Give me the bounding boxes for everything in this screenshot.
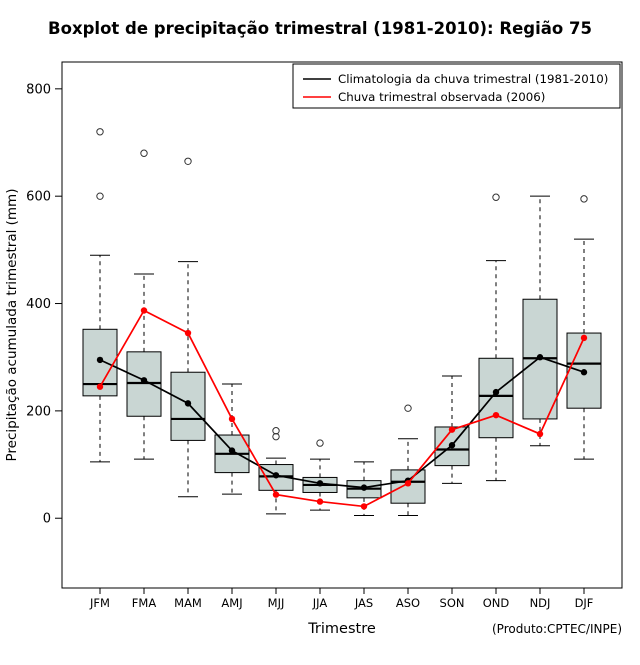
box-SON	[434, 375, 470, 484]
x-tick-label: ASO	[396, 596, 420, 610]
plot-frame	[61, 61, 623, 589]
legend: Climatologia da chuva trimestral (1981-2…	[292, 63, 621, 109]
x-tick-label: JAS	[354, 596, 373, 610]
iqr-box	[478, 357, 514, 439]
iqr-box	[390, 469, 426, 504]
series-point-climatology	[492, 388, 500, 396]
series-point-climatology	[140, 377, 148, 384]
series-point-observed	[404, 480, 412, 487]
series-point-observed	[272, 491, 280, 498]
outlier-point	[580, 195, 588, 203]
box-DJF	[566, 195, 602, 460]
series-point-climatology	[272, 472, 280, 479]
series-point-observed	[316, 498, 324, 505]
x-tick-label: JFM	[89, 596, 110, 610]
series-point-climatology	[448, 442, 456, 449]
y-tick-label: 0	[43, 512, 51, 527]
y-tick-label: 800	[26, 82, 51, 97]
series-point-observed	[580, 334, 588, 342]
x-tick-label: NDJ	[530, 596, 551, 610]
series-point-observed	[184, 329, 192, 337]
outlier-point	[316, 439, 324, 447]
series-point-observed	[536, 430, 544, 438]
x-tick-label: MJJ	[268, 596, 285, 610]
legend-box	[292, 63, 621, 109]
legend-label-observed: Chuva trimestral observada (2006)	[338, 90, 545, 104]
series-point-observed	[448, 426, 456, 433]
y-tick-label: 200	[26, 404, 51, 419]
series-point-observed	[228, 415, 236, 423]
series-point-climatology	[184, 400, 192, 407]
outlier-point	[96, 192, 104, 200]
plot-layer: 0 200 400 600 800 JFM FMA MAM AMJ MJJ JJA JAS ASO SON…	[26, 82, 602, 610]
outlier-point	[96, 128, 104, 136]
box-ASO	[390, 404, 426, 517]
x-tick-label: SON	[440, 596, 465, 610]
y-tick-label: 600	[26, 190, 51, 205]
series-point-climatology	[96, 356, 104, 364]
series-point-observed	[140, 307, 148, 314]
x-tick-label: JJA	[312, 596, 328, 610]
series-line-observed	[99, 309, 585, 508]
box-JFM	[82, 128, 118, 463]
series-point-observed	[360, 503, 368, 510]
x-tick-label: OND	[483, 596, 510, 610]
x-tick-label: DJF	[575, 596, 594, 610]
y-tick-label: 400	[26, 297, 51, 312]
box-FMA	[126, 149, 162, 460]
outlier-point	[404, 404, 412, 412]
series-point-climatology	[228, 447, 236, 454]
series-point-observed	[96, 383, 104, 390]
x-tick-label: AMJ	[221, 596, 242, 610]
series-point-climatology	[536, 354, 544, 361]
outlier-point	[272, 427, 280, 435]
outlier-point	[140, 149, 148, 157]
legend-label-climatology: Climatologia da chuva trimestral (1981-2…	[338, 72, 608, 86]
y-axis-label: Precipitação acumulada trimestral (mm)	[4, 189, 20, 462]
series-point-climatology	[316, 480, 324, 487]
series-point-climatology	[360, 484, 368, 491]
x-tick-label: FMA	[132, 596, 157, 610]
series-point-climatology	[580, 369, 588, 376]
series-point-observed	[492, 411, 500, 419]
box-AMJ	[214, 383, 250, 495]
product-annotation: (Produto:CPTEC/INPE)	[492, 622, 622, 636]
x-axis-label: Trimestre	[307, 621, 376, 637]
box-OND	[478, 193, 514, 482]
series-line-climatology	[99, 356, 585, 489]
iqr-box	[434, 426, 470, 467]
outlier-point	[492, 193, 500, 201]
chart-title: Boxplot de precipitação trimestral (1981…	[48, 19, 592, 38]
x-tick-label: MAM	[174, 596, 202, 610]
box-MJJ	[258, 427, 294, 515]
outlier-point	[184, 157, 192, 165]
